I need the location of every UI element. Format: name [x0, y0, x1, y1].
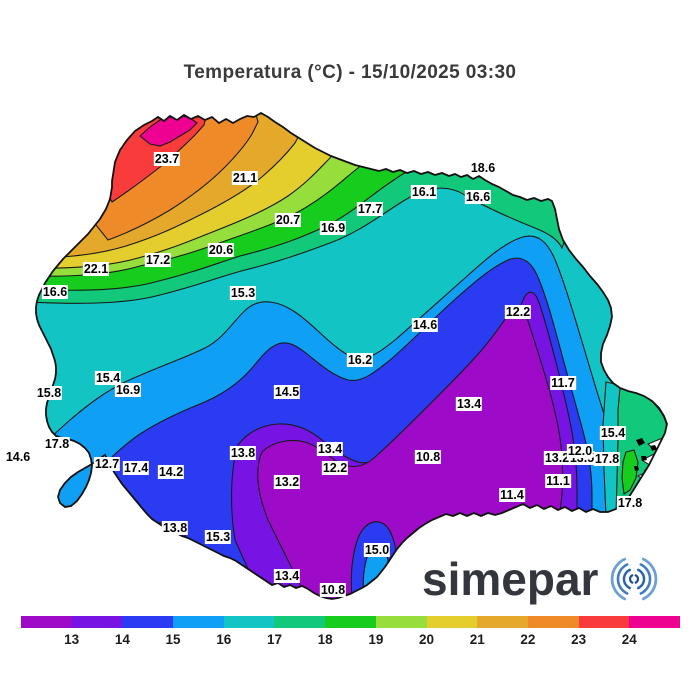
station-label: 10.8 — [319, 583, 347, 597]
station-label: 17.8 — [593, 452, 621, 466]
station-label: 16.6 — [41, 285, 69, 299]
temperature-colorbar — [21, 616, 680, 628]
colorbar-block — [21, 616, 72, 628]
state-border — [35, 111, 668, 600]
station-label: 23.7 — [153, 152, 181, 166]
station-label: 16.9 — [114, 383, 142, 397]
station-label: 13.8 — [161, 521, 189, 535]
station-label: 16.1 — [410, 185, 438, 199]
colorbar-tick: 18 — [317, 632, 333, 647]
colorbar-block — [173, 616, 224, 628]
station-label: 12.2 — [504, 305, 532, 319]
station-label: 21.1 — [231, 171, 259, 185]
station-label: 20.7 — [274, 213, 302, 227]
colorbar-block — [71, 616, 123, 628]
station-label: 13.2 — [543, 451, 571, 465]
station-label: 20.6 — [207, 243, 235, 257]
station-label: 15.0 — [363, 543, 391, 557]
station-label: 15.4 — [94, 371, 122, 385]
colorbar-block — [223, 616, 275, 628]
station-label: 16.2 — [346, 353, 374, 367]
station-label: 17.8 — [43, 437, 71, 451]
simepar-logo-text: simepar — [422, 553, 599, 605]
station-label: 17.8 — [616, 496, 644, 510]
station-label: 14.6 — [4, 450, 32, 464]
colorbar-block — [375, 616, 427, 628]
station-label: 11.7 — [550, 376, 576, 390]
colorbar-tick: 20 — [419, 632, 435, 647]
station-label: 13.4 — [316, 442, 344, 456]
station-label: 11.4 — [499, 488, 525, 502]
station-label: 13.8 — [229, 446, 257, 460]
station-label: 17.4 — [122, 461, 150, 475]
station-label: 17.2 — [144, 253, 172, 267]
station-label: 14.6 — [411, 318, 439, 332]
colorbar-tick: 24 — [621, 632, 637, 647]
colorbar-tick: 19 — [368, 632, 384, 647]
station-label: 13.4 — [455, 397, 483, 411]
colorbar-block — [122, 616, 174, 628]
colorbar-block — [527, 616, 579, 628]
colorbar-tick: 17 — [266, 632, 282, 647]
colorbar-tick: 13 — [64, 632, 80, 647]
station-label: 12.7 — [93, 457, 121, 471]
signal-arcs-icon — [611, 557, 658, 601]
colorbar-block — [426, 616, 478, 628]
station-label: 11.1 — [545, 474, 571, 488]
station-label: 15.4 — [599, 426, 627, 440]
station-label: 16.6 — [464, 190, 492, 204]
colorbar-tick: 16 — [216, 632, 232, 647]
simepar-logo: simepar — [422, 551, 660, 607]
colorbar-tick: 21 — [469, 632, 485, 647]
page-title: Temperatura (°C) - 15/10/2025 03:30 — [183, 62, 517, 83]
colorbar-block — [274, 616, 326, 628]
colorbar-tick: 14 — [114, 632, 130, 647]
station-label: 14.2 — [157, 465, 185, 479]
station-label: 15.3 — [229, 286, 257, 300]
colorbar-block — [325, 616, 376, 628]
station-label: 15.8 — [35, 386, 63, 400]
station-label: 16.9 — [319, 221, 347, 235]
colorbar-block — [629, 616, 680, 628]
station-label: 15.3 — [204, 530, 232, 544]
colorbar-block — [578, 616, 630, 628]
colorbar-tick: 22 — [520, 632, 536, 647]
colorbar-tick: 15 — [165, 632, 181, 647]
station-label: 13.2 — [273, 475, 301, 489]
colorbar-tick: 23 — [571, 632, 587, 647]
station-label: 10.8 — [414, 450, 442, 464]
station-label: 12.2 — [321, 461, 349, 475]
station-label: 18.6 — [470, 161, 496, 175]
colorbar-block — [477, 616, 528, 628]
station-label: 13.4 — [273, 569, 301, 583]
station-label: 17.7 — [356, 202, 384, 216]
station-label: 22.1 — [82, 262, 110, 276]
station-label: 12.0 — [566, 444, 594, 458]
station-label: 14.5 — [273, 385, 301, 399]
